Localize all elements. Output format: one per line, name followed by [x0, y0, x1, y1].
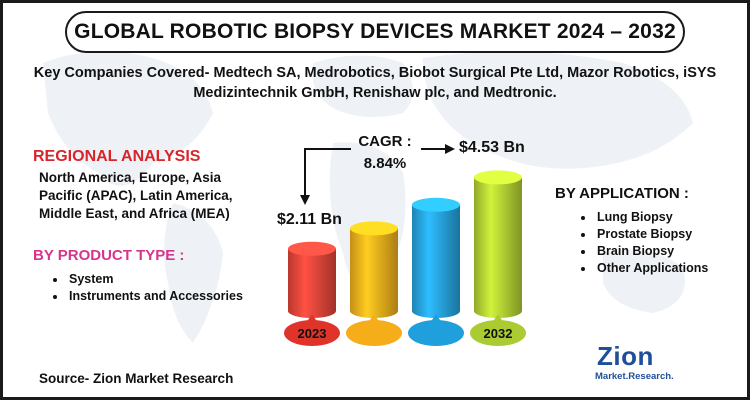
application-heading: BY APPLICATION : — [555, 185, 689, 202]
market-chart: 2023 2032 — [284, 144, 526, 346]
bar-2023 — [288, 241, 336, 318]
value-label-2032: $4.53 Bn — [459, 139, 525, 156]
category-label: 2032 — [484, 326, 513, 341]
bar-cap — [474, 170, 522, 185]
title-banner: GLOBAL ROBOTIC BIOPSY DEVICES MARKET 202… — [65, 11, 685, 53]
product-type-list: System Instruments and Accessories — [51, 271, 243, 305]
product-type-item: Instruments and Accessories — [67, 288, 243, 305]
bar-2032 — [474, 170, 522, 318]
cagr-value: 8.84% — [363, 155, 407, 172]
region-line-1: North America, Europe, Asia — [39, 170, 222, 185]
bar-cap — [412, 197, 460, 212]
region-line-3: Middle East, and Africa (MEA) — [39, 206, 230, 221]
value-label-2023: $2.11 Bn — [277, 211, 342, 228]
logo-sub-text: Market.Research. — [595, 371, 674, 382]
bar-cap — [288, 241, 336, 256]
bar-series-2 — [350, 221, 398, 318]
region-line-2: Pacific (APAC), Latin America, — [39, 188, 233, 203]
category-bubble-2 — [346, 314, 402, 346]
application-item: Prostate Biopsy — [595, 226, 708, 243]
regional-analysis-text: North America, Europe, Asia Pacific (APA… — [39, 169, 269, 223]
category-bubble-3 — [408, 314, 464, 346]
application-item: Other Applications — [595, 260, 708, 277]
cagr-label: CAGR : — [358, 133, 412, 150]
cagr-annotation: CAGR : 8.84% — [353, 131, 417, 175]
key-companies: Key Companies Covered- Medtech SA, Medro… — [13, 63, 737, 103]
category-bubble-4: 2032 — [470, 314, 526, 346]
application-list: Lung Biopsy Prostate Biopsy Brain Biopsy… — [579, 209, 708, 277]
product-type-item: System — [67, 271, 243, 288]
cagr-arrows — [300, 144, 455, 205]
logo-main-text: Zion — [597, 341, 654, 371]
category-label: 2023 — [298, 326, 327, 341]
companies-line-2: Medizintechnik GmbH, Renishaw plc, and M… — [193, 85, 557, 101]
world-map-background — [43, 51, 693, 343]
category-bubble-1: 2023 — [284, 314, 340, 346]
zion-logo: Zion Market.Research. — [593, 341, 683, 393]
bar-body — [412, 204, 460, 318]
application-item: Lung Biopsy — [595, 209, 708, 226]
product-type-heading: BY PRODUCT TYPE : — [33, 247, 185, 264]
bar-body — [474, 177, 522, 318]
page-title: GLOBAL ROBOTIC BIOPSY DEVICES MARKET 202… — [74, 20, 676, 43]
companies-line-1: Key Companies Covered- Medtech SA, Medro… — [33, 65, 717, 81]
bar-series-3 — [412, 197, 460, 318]
regional-analysis-heading: REGIONAL ANALYSIS — [33, 148, 201, 165]
application-item: Brain Biopsy — [595, 243, 708, 260]
bar-body — [350, 228, 398, 318]
source-note: Source- Zion Market Research — [39, 371, 234, 386]
bar-body — [288, 248, 336, 318]
bar-cap — [350, 221, 398, 236]
